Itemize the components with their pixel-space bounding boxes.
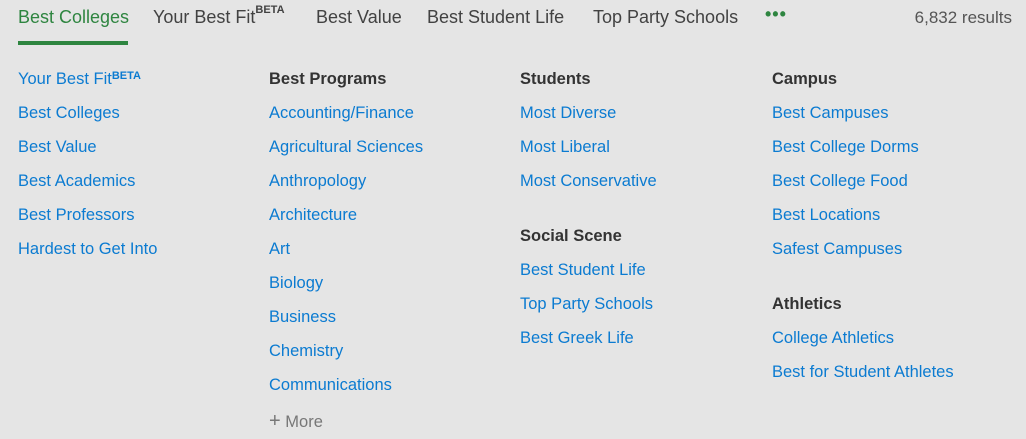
results-count: 6,832 results xyxy=(914,8,1012,27)
link-campus[interactable]: Best College Dorms xyxy=(772,138,919,156)
link-program[interactable]: Agricultural Sciences xyxy=(269,138,424,156)
section-heading: Social Scene xyxy=(520,227,622,245)
section-heading: Students xyxy=(520,70,591,88)
link-students[interactable]: Most Conservative xyxy=(520,172,657,190)
link-social[interactable]: Top Party Schools xyxy=(520,295,653,313)
more-label: More xyxy=(285,413,323,431)
link-program[interactable]: Business xyxy=(269,308,336,326)
section-heading: Athletics xyxy=(772,295,842,313)
link-campus[interactable]: Best Campuses xyxy=(772,104,889,122)
plus-icon: + xyxy=(269,410,281,432)
link-athletics[interactable]: College Athletics xyxy=(772,329,894,347)
spacer xyxy=(520,198,657,219)
column-rankings: Your Best FitBETA Best Colleges Best Val… xyxy=(18,62,157,266)
spacer xyxy=(772,266,954,287)
link-campus[interactable]: Safest Campuses xyxy=(772,240,903,258)
link-program[interactable]: Anthropology xyxy=(269,172,367,190)
link-program[interactable]: Architecture xyxy=(269,206,358,224)
section-heading: Campus xyxy=(772,70,838,88)
link-program[interactable]: Biology xyxy=(269,274,324,292)
link-hardest-to-get-into[interactable]: Hardest to Get Into xyxy=(18,240,158,258)
link-campus[interactable]: Best College Food xyxy=(772,172,908,190)
link-students[interactable]: Most Diverse xyxy=(520,104,617,122)
tab-top-party-schools[interactable]: Top Party Schools xyxy=(593,7,739,27)
link-athletics[interactable]: Best for Student Athletes xyxy=(772,363,954,381)
section-heading: Best Programs xyxy=(269,70,387,88)
link-your-best-fit[interactable]: Your Best FitBETA xyxy=(18,62,157,96)
tab-your-best-fit[interactable]: Your Best FitBETA xyxy=(153,4,285,28)
link-program[interactable]: Art xyxy=(269,240,291,258)
tab-bar: Best Colleges Your Best FitBETA Best Val… xyxy=(0,0,1026,46)
tab-best-student-life[interactable]: Best Student Life xyxy=(427,7,565,27)
link-best-colleges[interactable]: Best Colleges xyxy=(18,104,120,122)
link-label: Your Best Fit xyxy=(18,70,112,88)
beta-badge: BETA xyxy=(255,4,285,16)
link-program[interactable]: Accounting/Finance xyxy=(269,104,414,122)
column-students: Students Most Diverse Most Liberal Most … xyxy=(520,62,657,355)
link-best-academics[interactable]: Best Academics xyxy=(18,172,136,190)
link-students[interactable]: Most Liberal xyxy=(520,138,610,156)
column-programs: Best Programs Accounting/Finance Agricul… xyxy=(269,62,423,438)
link-social[interactable]: Best Greek Life xyxy=(520,329,634,347)
more-button[interactable]: + More xyxy=(269,404,423,438)
link-program[interactable]: Chemistry xyxy=(269,342,344,360)
active-tab-indicator xyxy=(18,41,128,45)
tab-best-colleges[interactable]: Best Colleges xyxy=(18,7,130,27)
link-best-professors[interactable]: Best Professors xyxy=(18,206,135,224)
link-social[interactable]: Best Student Life xyxy=(520,261,646,279)
column-campus: Campus Best Campuses Best College Dorms … xyxy=(772,62,954,389)
tab-label: Your Best Fit xyxy=(153,7,256,27)
beta-badge: BETA xyxy=(111,70,141,82)
ellipsis-icon[interactable]: ••• xyxy=(765,4,787,24)
link-program[interactable]: Communications xyxy=(269,376,392,394)
tab-best-value[interactable]: Best Value xyxy=(316,7,402,27)
link-best-value[interactable]: Best Value xyxy=(18,138,97,156)
link-campus[interactable]: Best Locations xyxy=(772,206,881,224)
